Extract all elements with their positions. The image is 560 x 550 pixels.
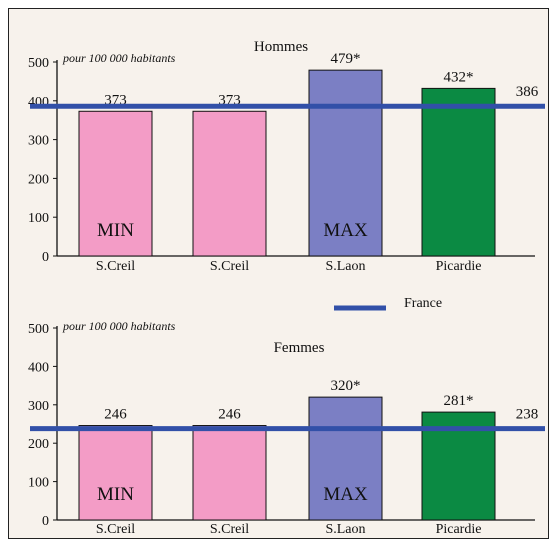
- bar-tag: MAX: [323, 220, 368, 241]
- y-tick-label: 300: [28, 399, 49, 414]
- bar: [78, 110, 153, 257]
- legend-label: France: [404, 296, 442, 311]
- y-tick-label: 200: [28, 437, 49, 452]
- bar-value-label: 246: [218, 407, 241, 423]
- y-tick-label: 0: [42, 250, 49, 265]
- category-label: S.Creil: [210, 522, 249, 537]
- unit-note: pour 100 000 habitants: [62, 319, 176, 333]
- bar: [308, 69, 383, 257]
- bar-value-label: 320*: [331, 378, 361, 394]
- reference-label: 386: [516, 84, 539, 100]
- chart-panel-hommes: Hommes pour 100 000 habitants 0 100 200 300…: [28, 39, 545, 274]
- bar-value-label: 246: [104, 407, 127, 423]
- y-tick-label: 400: [28, 360, 49, 375]
- reference-label: 238: [516, 407, 539, 423]
- chart-panel-femmes: Femmes pour 100 000 habitants 0 100 200 300…: [28, 319, 545, 537]
- bar-value-label: 479*: [331, 51, 361, 67]
- category-label: S.Laon: [325, 259, 365, 274]
- bar-tag: MIN: [97, 220, 134, 241]
- bar-value-label: 281*: [444, 393, 474, 409]
- panel-title: Hommes: [254, 39, 308, 55]
- y-tick-label: 200: [28, 172, 49, 187]
- bar: [78, 425, 153, 521]
- bar: [192, 110, 267, 257]
- y-tick-label: 0: [42, 514, 49, 529]
- y-tick-label: 500: [28, 56, 49, 71]
- category-label: S.Creil: [96, 259, 135, 274]
- bar-tag: MAX: [323, 484, 368, 505]
- category-label: S.Laon: [325, 522, 365, 537]
- panel-title: Femmes: [274, 340, 325, 356]
- legend: France: [334, 296, 442, 311]
- bar-tag: MIN: [97, 484, 134, 505]
- bar: [192, 425, 267, 521]
- bar: [308, 396, 383, 521]
- category-label: Picardie: [436, 522, 482, 537]
- category-label: S.Creil: [96, 522, 135, 537]
- category-label: Picardie: [436, 259, 482, 274]
- y-tick-label: 300: [28, 134, 49, 149]
- y-tick-label: 100: [28, 211, 49, 226]
- y-tick-label: 500: [28, 322, 49, 337]
- unit-note: pour 100 000 habitants: [62, 51, 176, 65]
- y-tick-label: 100: [28, 476, 49, 491]
- bar: [421, 87, 496, 257]
- category-label: S.Creil: [210, 259, 249, 274]
- bar-value-label: 432*: [444, 69, 474, 85]
